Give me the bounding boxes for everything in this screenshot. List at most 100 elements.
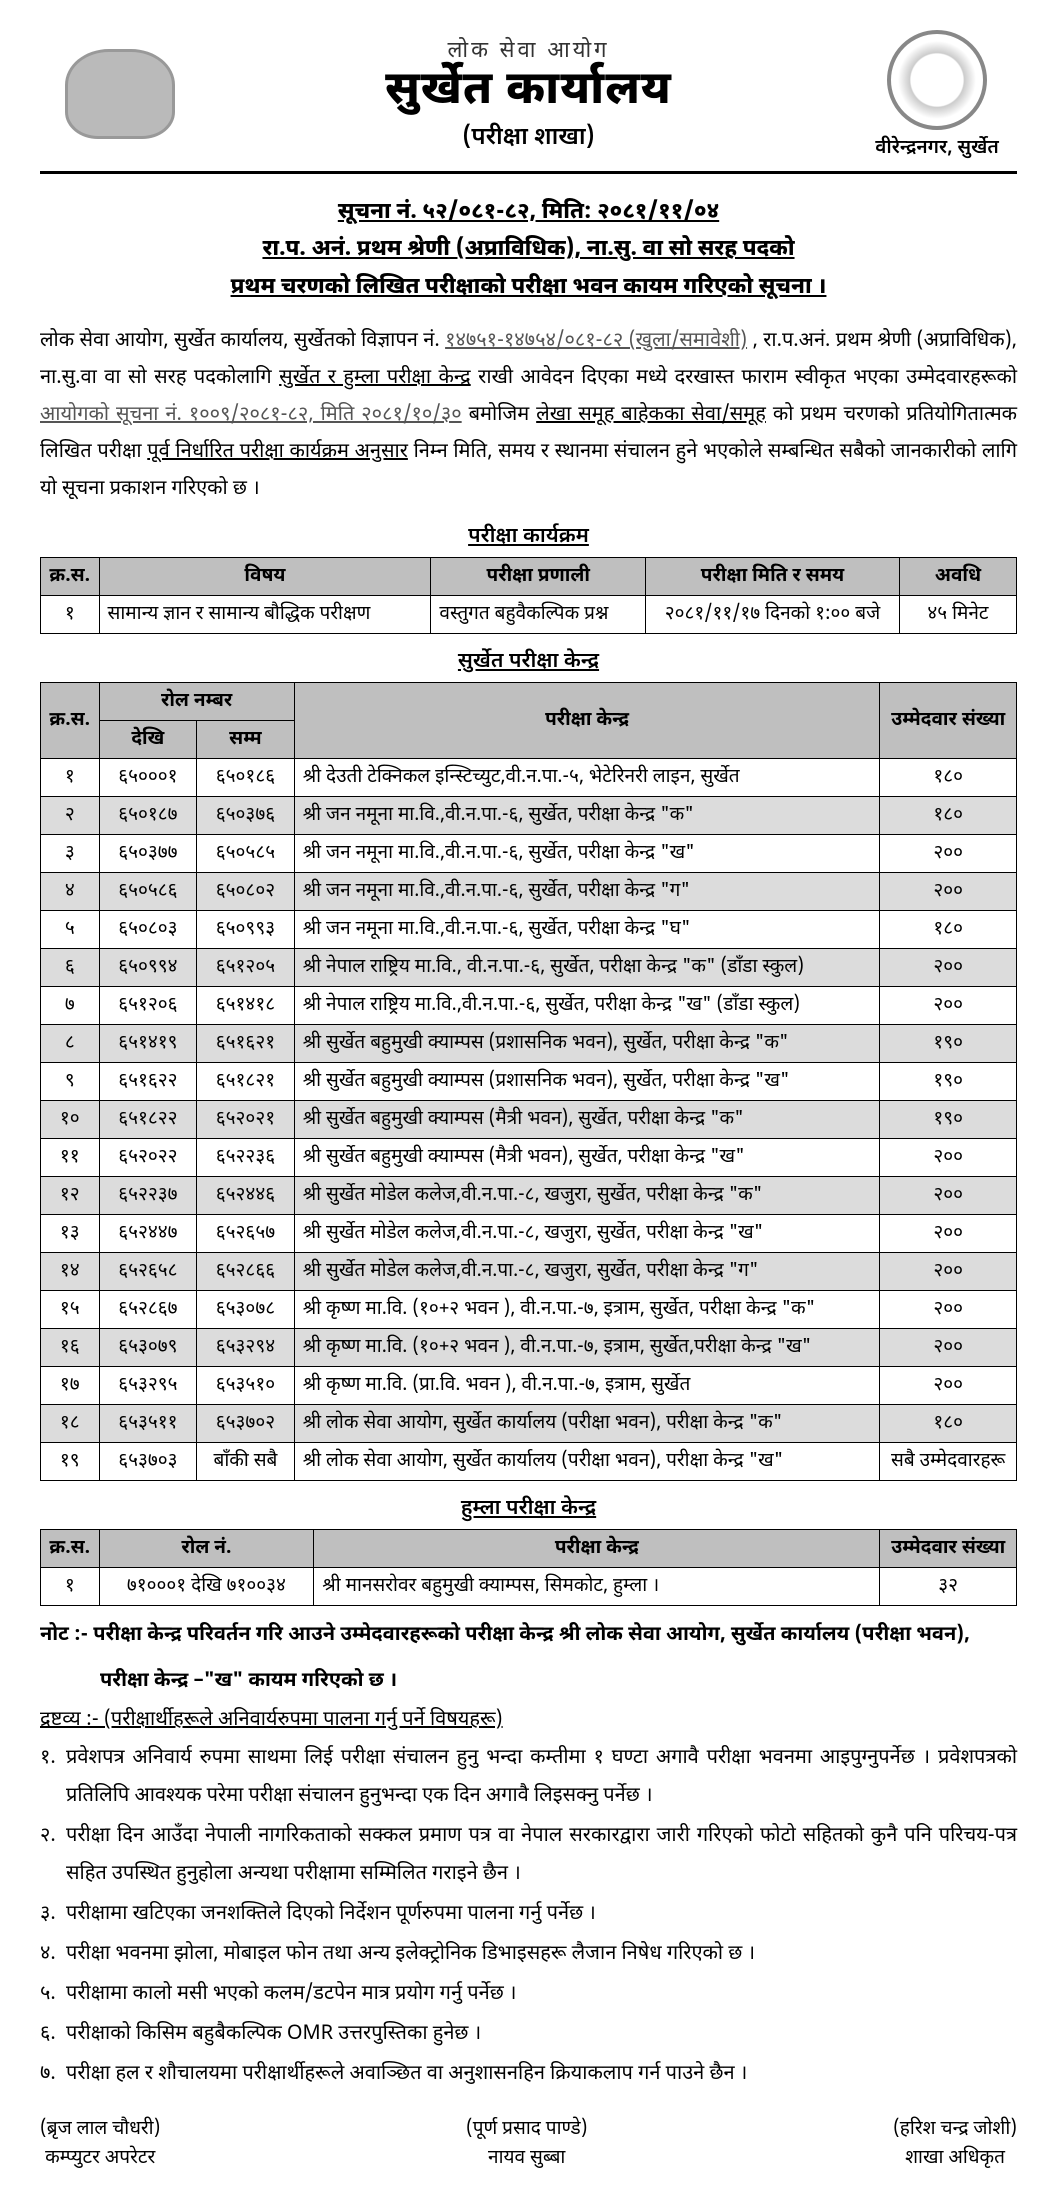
sign-left-name: (ब्रृज लाल चौधरी) [40, 2116, 160, 2145]
cell: ६५३२९५ [99, 1367, 197, 1405]
cell: श्री सुर्खेत बहुमुखी क्याम्पस (प्रशासनिक… [294, 1063, 880, 1101]
letterhead-center: लोक सेवा आयोग सुर्खेत कार्यालय (परीक्षा … [200, 37, 857, 154]
table-row: १५६५२८६७६५३०७८श्री कृष्ण मा.वि. (१०+२ भव… [41, 1291, 1017, 1329]
cell: श्री लोक सेवा आयोग, सुर्खेत कार्यालय (पर… [294, 1443, 880, 1481]
cell: श्री कृष्ण मा.वि. (प्रा.वि. भवन ), वी.न.… [294, 1367, 880, 1405]
notice-number-line: सूचना नं. ५२/०८१-८२, मिति: २०८१/११/०४ [40, 194, 1017, 231]
table-row: ५६५०८०३६५०९९३श्री जन नमूना मा.वि.,वी.न.प… [41, 911, 1017, 949]
cell: १५ [41, 1291, 100, 1329]
cell: ४ [41, 873, 100, 911]
para-seg-j: पूर्व निर्धारित परीक्षा कार्यक्रम अनुसार [147, 440, 408, 466]
th-h-roll: रोल नं. [99, 1530, 314, 1568]
office-stamp-block: वीरेन्द्रनगर, सुर्खेत [857, 30, 1017, 161]
cell: १८० [880, 911, 1017, 949]
instruction-item: १.प्रवेशपत्र अनिवार्य रुपमा साथमा लिई पर… [40, 1740, 1017, 1816]
cell: ११ [41, 1139, 100, 1177]
instruction-number: ६. [40, 2016, 66, 2054]
cell: ६५३७०२ [197, 1405, 295, 1443]
table-row: १८६५३५११६५३७०२श्री लोक सेवा आयोग, सुर्खे… [41, 1405, 1017, 1443]
schedule-table: क्र.स. विषय परीक्षा प्रणाली परीक्षा मिति… [40, 557, 1017, 634]
para-seg-a: लोक सेवा आयोग, सुर्खेत कार्यालय, सुर्खेत… [40, 329, 445, 355]
sign-left-role: कम्प्युटर अपरेटर [40, 2145, 160, 2174]
table-row: १सामान्य ज्ञान र सामान्य बौद्धिक परीक्षण… [41, 596, 1017, 634]
instruction-text: परीक्षामा कालो मसी भएको कलम/डटपेन मात्र … [66, 1976, 1017, 2014]
humla-table: क्र.स. रोल नं. परीक्षा केन्द्र उम्मेदवार… [40, 1529, 1017, 1606]
humla-title: हुम्ला परीक्षा केन्द्र [40, 1495, 1017, 1523]
sign-mid-role: नायव सुब्बा [466, 2145, 587, 2174]
cell: १९ [41, 1443, 100, 1481]
cell: १७ [41, 1367, 100, 1405]
table-row: १६५०००१६५०१८६श्री देउती टेक्निकल इन्स्टि… [41, 759, 1017, 797]
cell: ६५०९९४ [99, 949, 197, 987]
instruction-item: ५.परीक्षामा कालो मसी भएको कलम/डटपेन मात्… [40, 1976, 1017, 2014]
th-s-sn: क्र.स. [41, 683, 100, 759]
instruction-item: ६.परीक्षाको किसिम बहुबैकल्पिक OMR उत्तरप… [40, 2016, 1017, 2054]
cell: १ [41, 596, 100, 634]
sign-right-name: (हरिश चन्द्र जोशी) [893, 2116, 1017, 2145]
cell: ७ [41, 987, 100, 1025]
notice-heading: सूचना नं. ५२/०८१-८२, मिति: २०८१/११/०४ रा… [40, 194, 1017, 306]
branch-title: (परीक्षा शाखा) [200, 122, 857, 154]
national-emblem-icon [65, 49, 175, 139]
cell: ९ [41, 1063, 100, 1101]
cell: २०० [880, 949, 1017, 987]
th-s-count: उम्मेदवार संख्या [880, 683, 1017, 759]
cell: १ [41, 1568, 100, 1606]
cell: श्री सुर्खेत मोडेल कलेज,वी.न.पा.-८, खजुर… [294, 1177, 880, 1215]
table-row: १९६५३७०३बाँकी सबैश्री लोक सेवा आयोग, सुर… [41, 1443, 1017, 1481]
th-h-sn: क्र.स. [41, 1530, 100, 1568]
cell: ६५२६५७ [197, 1215, 295, 1253]
cell: ६५०३७७ [99, 835, 197, 873]
table-row: ११६५२०२२६५२२३६श्री सुर्खेत बहुमुखी क्याम… [41, 1139, 1017, 1177]
instruction-text: परीक्षा दिन आउँदा नेपाली नागरिकताको सक्क… [66, 1818, 1017, 1894]
cell: ६५२२३७ [99, 1177, 197, 1215]
cell: ३ [41, 835, 100, 873]
cell: ६५१२०६ [99, 987, 197, 1025]
instruction-number: २. [40, 1818, 66, 1894]
cell: सामान्य ज्ञान र सामान्य बौद्धिक परीक्षण [99, 596, 431, 634]
cell: १८० [880, 759, 1017, 797]
table-row: ६६५०९९४६५१२०५श्री नेपाल राष्ट्रिय मा.वि.… [41, 949, 1017, 987]
th-s-from: देखि [99, 721, 197, 759]
cell: ४५ मिनेट [899, 596, 1016, 634]
cell: ६५२८६७ [99, 1291, 197, 1329]
para-seg-g: बमोजिम [469, 403, 537, 429]
cell: ६५१४१९ [99, 1025, 197, 1063]
cell: श्री देउती टेक्निकल इन्स्टिच्युट,वी.न.पा… [294, 759, 880, 797]
instruction-number: १. [40, 1740, 66, 1816]
instruction-number: ४. [40, 1936, 66, 1974]
cell: श्री मानसरोवर बहुमुखी क्याम्पस, सिमकोट, … [314, 1568, 880, 1606]
cell: श्री सुर्खेत बहुमुखी क्याम्पस (मैत्री भव… [294, 1139, 880, 1177]
cell: बाँकी सबै [197, 1443, 295, 1481]
instruction-text: परीक्षाको किसिम बहुबैकल्पिक OMR उत्तरपुस… [66, 2016, 1017, 2054]
note-line1: नोट :- परीक्षा केन्द्र परिवर्तन गरि आउने… [40, 1620, 1017, 1652]
signature-left: (ब्रृज लाल चौधरी) कम्प्युटर अपरेटर [40, 2116, 160, 2173]
cell: ८ [41, 1025, 100, 1063]
th-system: परीक्षा प्रणाली [431, 558, 646, 596]
cell: ६५३७०३ [99, 1443, 197, 1481]
signatures: (ब्रृज लाल चौधरी) कम्प्युटर अपरेटर (पूर्… [40, 2116, 1017, 2173]
humla-header-row: क्र.स. रोल नं. परीक्षा केन्द्र उम्मेदवार… [41, 1530, 1017, 1568]
cell: १८० [880, 797, 1017, 835]
th-duration: अवधि [899, 558, 1016, 596]
cell: १९० [880, 1063, 1017, 1101]
header-rule [40, 171, 1017, 174]
cell: ६५३०७८ [197, 1291, 295, 1329]
th-sn: क्र.स. [41, 558, 100, 596]
cell: श्री सुर्खेत बहुमुखी क्याम्पस (प्रशासनिक… [294, 1025, 880, 1063]
cell: ६५१४१८ [197, 987, 295, 1025]
national-emblem-block [40, 49, 200, 143]
cell: १९० [880, 1025, 1017, 1063]
cell: २०० [880, 873, 1017, 911]
cell: २०० [880, 1139, 1017, 1177]
notice-paragraph: लोक सेवा आयोग, सुर्खेत कार्यालय, सुर्खेत… [40, 324, 1017, 509]
cell: श्री कृष्ण मा.वि. (१०+२ भवन ), वी.न.पा.-… [294, 1329, 880, 1367]
instruction-number: ५. [40, 1976, 66, 2014]
instruction-item: ७.परीक्षा हल र शौचालयमा परीक्षार्थीहरूले… [40, 2056, 1017, 2094]
cell: श्री लोक सेवा आयोग, सुर्खेत कार्यालय (पर… [294, 1405, 880, 1443]
table-row: १४६५२६५८६५२८६६श्री सुर्खेत मोडेल कलेज,वी… [41, 1253, 1017, 1291]
cell: ६५२६५८ [99, 1253, 197, 1291]
cell: ६५०९९३ [197, 911, 295, 949]
th-s-center: परीक्षा केन्द्र [294, 683, 880, 759]
signature-right: (हरिश चन्द्र जोशी) शाखा अधिकृत [893, 2116, 1017, 2173]
